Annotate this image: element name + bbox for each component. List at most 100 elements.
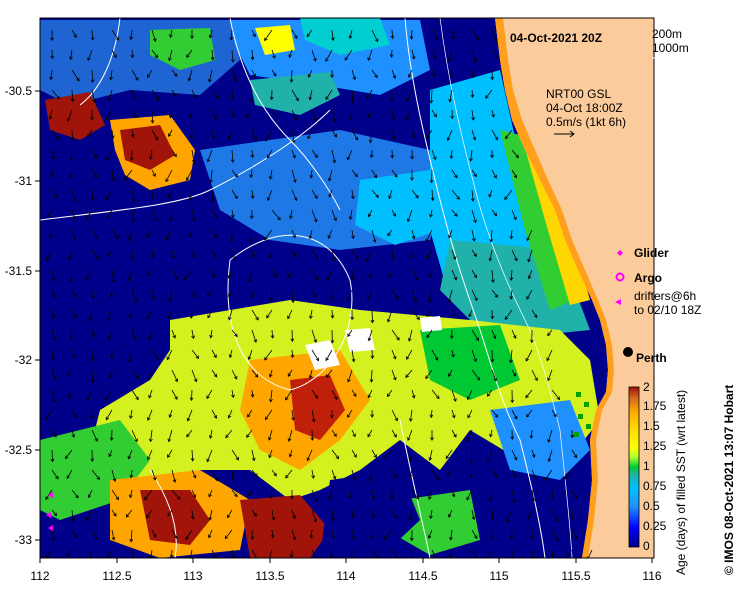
current-vector-arrow <box>491 129 498 140</box>
current-vector-arrow <box>151 289 155 300</box>
current-vector-arrow <box>310 309 313 319</box>
current-vector-head <box>330 315 335 319</box>
current-vector-arrow <box>349 209 353 220</box>
current-vector-arrow <box>451 429 457 438</box>
current-vector-head <box>466 438 470 443</box>
current-vector-head <box>350 277 355 281</box>
current-vector-head <box>466 496 470 501</box>
current-vector-head <box>354 136 359 141</box>
current-vector-arrow <box>188 69 193 81</box>
current-vector-arrow <box>428 529 433 539</box>
current-vector-head <box>436 476 440 481</box>
colorbar-tick-label: 0.5 <box>643 499 660 513</box>
current-vector-arrow <box>269 549 273 558</box>
current-vector-head <box>368 139 373 144</box>
current-vector-head <box>207 78 212 83</box>
glider-legend-label: Glider <box>634 246 669 260</box>
colorbar-tick-label: 1.75 <box>643 399 667 413</box>
current-vector-arrow <box>311 329 317 343</box>
current-vector-arrow <box>70 269 73 282</box>
current-vector-arrow <box>51 509 57 516</box>
current-vector-head <box>268 437 272 441</box>
current-vector-arrow <box>451 409 455 418</box>
current-vector-arrow <box>151 89 160 101</box>
current-vector-head <box>509 235 514 240</box>
current-vector-arrow <box>51 89 60 100</box>
current-vector-arrow <box>209 429 213 439</box>
current-vector-arrow <box>371 169 377 178</box>
current-vector-head <box>147 74 151 78</box>
current-vector-head <box>550 554 555 558</box>
current-vector-head <box>289 215 293 220</box>
current-vector-arrow <box>311 489 318 502</box>
current-vector-head <box>67 117 71 122</box>
y-tick-label: -31.5 <box>5 264 33 278</box>
current-vector-head <box>411 394 416 399</box>
current-vector-head <box>314 556 318 558</box>
current-vector-arrow <box>531 369 538 381</box>
current-vector-head <box>314 395 319 399</box>
current-vector-head <box>273 72 277 77</box>
current-vector-arrow <box>526 229 533 241</box>
current-vector-head <box>415 277 419 282</box>
current-vector-head <box>110 178 115 182</box>
current-vector-head <box>133 336 137 341</box>
current-vector-arrow <box>191 489 196 498</box>
current-vector-arrow <box>307 129 313 139</box>
current-vector-head <box>169 217 174 222</box>
current-vector-head <box>71 434 76 438</box>
current-vector-arrow <box>551 409 557 418</box>
current-vector-head <box>395 296 399 301</box>
current-vector-arrow <box>328 489 333 500</box>
current-vector-arrow <box>447 129 453 141</box>
current-vector-head <box>350 99 355 104</box>
current-vector-arrow <box>70 149 73 161</box>
current-vector-head <box>490 359 495 363</box>
current-vector-head <box>90 458 95 463</box>
current-vector-arrow <box>371 229 376 243</box>
sst-patch-white-gap-2 <box>345 328 375 352</box>
current-vector-arrow <box>171 89 177 97</box>
current-vector-arrow <box>189 229 193 237</box>
current-vector-arrow <box>491 169 497 179</box>
current-vector-arrow <box>430 209 433 217</box>
current-vector-head <box>152 38 157 42</box>
current-vector-arrow <box>327 229 333 239</box>
current-vector-head <box>328 193 332 198</box>
current-vector-arrow <box>291 289 294 303</box>
current-vector-arrow <box>544 469 553 481</box>
current-vector-head <box>55 136 60 141</box>
current-vector-arrow <box>408 69 413 78</box>
current-vector-arrow <box>291 109 298 121</box>
current-vector-head <box>153 533 157 538</box>
current-vector-head <box>532 474 537 479</box>
current-vector-head <box>394 173 398 178</box>
current-vector-arrow <box>564 469 573 480</box>
current-vector-head <box>147 272 151 277</box>
current-vector-arrow <box>505 129 513 139</box>
current-vector-arrow <box>369 269 373 278</box>
current-vector-arrow <box>266 149 273 159</box>
current-vector-arrow <box>351 249 359 260</box>
current-vector-arrow <box>510 229 513 239</box>
current-vector-arrow <box>207 289 213 297</box>
current-vector-arrow <box>165 169 173 182</box>
current-vector-arrow <box>171 489 181 500</box>
current-vector-arrow <box>105 109 113 120</box>
current-vector-arrow <box>91 189 93 201</box>
current-vector-head <box>269 398 273 403</box>
current-vector-arrow <box>425 129 433 140</box>
current-vector-head <box>165 236 170 241</box>
current-vector-head <box>266 197 271 202</box>
current-vector-head <box>494 294 499 298</box>
current-vector-head <box>52 399 56 403</box>
current-vector-head <box>115 235 119 239</box>
current-vector-arrow <box>450 149 453 159</box>
bathymetry-contours <box>40 18 573 558</box>
current-vector-head <box>527 258 531 263</box>
current-vector-arrow <box>271 109 279 118</box>
current-vector-arrow <box>71 29 77 38</box>
current-vector-head <box>190 515 195 520</box>
current-vector-arrow <box>71 289 77 298</box>
current-vector-arrow <box>231 469 234 480</box>
